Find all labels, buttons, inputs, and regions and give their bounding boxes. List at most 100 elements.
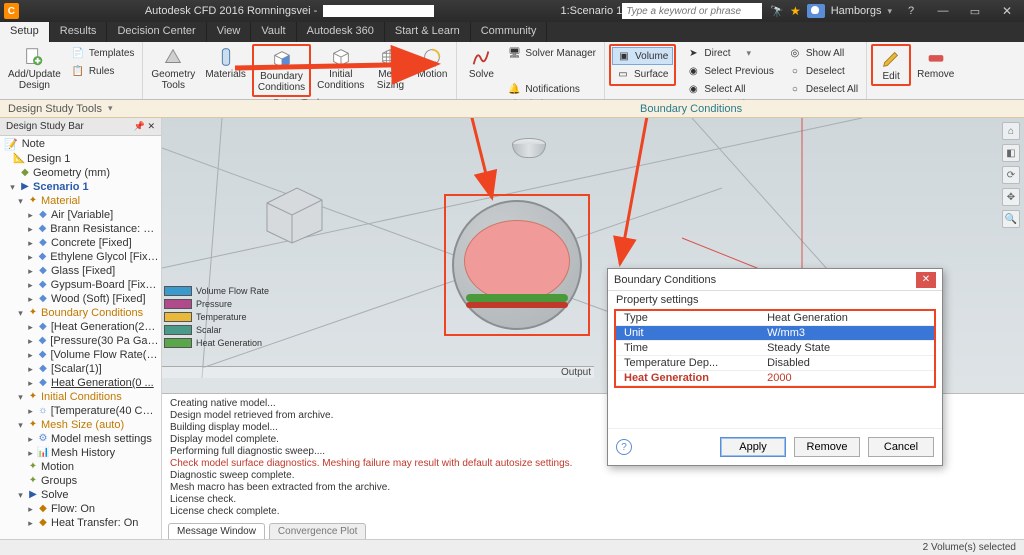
scene-selected-volume[interactable] xyxy=(452,200,582,330)
tree-row[interactable]: ▸◆[Scalar(1)] xyxy=(2,362,159,376)
dialog-row[interactable]: UnitW/mm3 xyxy=(616,326,934,341)
select-all-button[interactable]: ◉Select All xyxy=(682,80,777,98)
design-study-tools-dropdown[interactable]: Design Study Tools xyxy=(8,103,113,115)
tree-row[interactable]: ▸◆[Volume Flow Rate(1... xyxy=(2,348,159,362)
search-input[interactable] xyxy=(622,3,762,19)
tree-row[interactable]: ▸◆Brann Resistance: Di... xyxy=(2,222,159,236)
view-zoom-icon[interactable]: 🔍 xyxy=(1002,210,1020,228)
dialog-remove-button[interactable]: Remove xyxy=(794,437,860,457)
note-row[interactable]: 📝Note xyxy=(0,136,161,152)
tree-row[interactable]: ▸◆Gypsum-Board [Fixed] xyxy=(2,278,159,292)
tree-row[interactable]: ▸◆Ethylene Glycol [Fixe... xyxy=(2,250,159,264)
tree-row[interactable]: ▸◆[Heat Generation(20... xyxy=(2,320,159,334)
materials-button[interactable]: Materials xyxy=(201,44,250,82)
username-label[interactable]: Hamborgs xyxy=(831,5,882,17)
mesh-sizing-button[interactable]: Mesh Sizing xyxy=(370,44,410,93)
edit-button[interactable]: Edit xyxy=(871,44,911,86)
solve-label: Solve xyxy=(469,69,494,80)
menu-tab-start-learn[interactable]: Start & Learn xyxy=(385,22,471,42)
dropdown-icon[interactable]: ▾ xyxy=(887,6,892,17)
panel-pin-icon[interactable]: 📌 ✕ xyxy=(134,121,155,132)
tab-convergence-plot[interactable]: Convergence Plot xyxy=(269,523,367,539)
close-button[interactable]: ✕ xyxy=(994,2,1020,20)
panel-header: Design Study Bar 📌 ✕ xyxy=(0,118,161,136)
tree-row[interactable]: ◆Geometry (mm) xyxy=(2,166,159,180)
tree-row[interactable]: ▾✦Material xyxy=(2,194,159,208)
select-previous-button[interactable]: ◉Select Previous xyxy=(682,62,777,80)
viewport-3d[interactable]: 328.25 Volume Flow RatePressureTemperatu… xyxy=(162,118,1024,539)
geometry-tools-button[interactable]: Geometry Tools xyxy=(147,44,199,93)
menu-tab-vault[interactable]: Vault xyxy=(251,22,296,42)
tree-row[interactable]: ▸◆Concrete [Fixed] xyxy=(2,236,159,250)
boundary-conditions-dialog: Boundary Conditions ✕ Property settings … xyxy=(607,268,943,466)
view-orbit-icon[interactable]: ⟳ xyxy=(1002,166,1020,184)
show-all-button[interactable]: ◎Show All xyxy=(784,44,862,62)
title-bar: C Autodesk CFD 2016 Romningsvei - 1:Scen… xyxy=(0,0,1024,22)
templates-button[interactable]: 📄Templates xyxy=(67,44,139,62)
motion-button[interactable]: Motion xyxy=(412,44,452,82)
notifications-button[interactable]: 🔔Notifications xyxy=(503,80,600,98)
dialog-property-table[interactable]: TypeHeat GenerationUnitW/mm3TimeSteady S… xyxy=(616,311,934,386)
tab-message-window[interactable]: Message Window xyxy=(168,523,265,539)
tree-row[interactable]: ▸◆[Pressure(30 Pa Gag... xyxy=(2,334,159,348)
deselect-all-button[interactable]: ○Deselect All xyxy=(784,80,862,98)
menu-tab-autodesk-[interactable]: Autodesk 360 xyxy=(297,22,385,42)
boundary-conditions-button[interactable]: Boundary Conditions xyxy=(252,44,311,97)
view-pan-icon[interactable]: ✥ xyxy=(1002,188,1020,206)
tree-row[interactable]: ✦Motion xyxy=(2,460,159,474)
design-tree[interactable]: 📐Design 1◆Geometry (mm)▾▶Scenario 1▾✦Mat… xyxy=(0,152,161,539)
dialog-help-button[interactable]: ? xyxy=(616,439,632,455)
solve-button[interactable]: Solve xyxy=(461,44,501,82)
menu-tab-results[interactable]: Results xyxy=(50,22,108,42)
deselect-button[interactable]: ○Deselect xyxy=(784,62,862,80)
user-icon[interactable] xyxy=(807,4,825,18)
tree-row[interactable]: ▾✦Mesh Size (auto) xyxy=(2,418,159,432)
view-home-icon[interactable]: ⌂ xyxy=(1002,122,1020,140)
menu-tab-decision-center[interactable]: Decision Center xyxy=(107,22,206,42)
tree-row[interactable]: ▾▶Solve xyxy=(2,488,159,502)
tree-row[interactable]: ✦Groups xyxy=(2,474,159,488)
remove-button[interactable]: Remove xyxy=(913,44,958,82)
tree-row[interactable]: ▸☼[Temperature(40 Cel... xyxy=(2,404,159,418)
deselect-label: Deselect xyxy=(806,66,845,77)
help-icon[interactable]: ? xyxy=(898,2,924,20)
window-title-right: 1:Scenario 1 xyxy=(560,5,622,17)
minimize-button[interactable]: — xyxy=(930,2,956,20)
menu-tab-view[interactable]: View xyxy=(207,22,252,42)
dialog-row[interactable]: Temperature Dep...Disabled xyxy=(616,356,934,371)
dialog-apply-button[interactable]: Apply xyxy=(720,437,786,457)
tree-row[interactable]: ▸📊Mesh History xyxy=(2,446,159,460)
tree-row[interactable]: 📐Design 1 xyxy=(2,152,159,166)
selection-volume-button[interactable]: ▣Volume xyxy=(612,47,673,65)
tree-row[interactable]: ▸◆Air [Variable] xyxy=(2,208,159,222)
rules-button[interactable]: 📋Rules xyxy=(67,62,139,80)
dialog-close-button[interactable]: ✕ xyxy=(916,272,936,288)
tree-row[interactable]: ▾▶Scenario 1 xyxy=(2,180,159,194)
tree-row[interactable]: ▸◆Glass [Fixed] xyxy=(2,264,159,278)
star-icon[interactable]: ★ xyxy=(790,4,801,18)
menu-tab-community[interactable]: Community xyxy=(471,22,548,42)
tree-row[interactable]: ▸◆Wood (Soft) [Fixed] xyxy=(2,292,159,306)
solver-manager-button[interactable]: 🖥Solver Manager xyxy=(503,44,600,62)
tree-row[interactable]: ▸◆Flow: On xyxy=(2,502,159,516)
view-cube-icon[interactable]: ◧ xyxy=(1002,144,1020,162)
initial-conditions-button[interactable]: Initial Conditions xyxy=(313,44,368,93)
maximize-button[interactable]: ▭ xyxy=(962,2,988,20)
tree-row[interactable]: ▸⚙Model mesh settings xyxy=(2,432,159,446)
dialog-titlebar[interactable]: Boundary Conditions ✕ xyxy=(608,269,942,291)
ribbon-group-selection: ▣Volume ▭Surface ➤Direct▾ ◉Select Previo… xyxy=(605,42,867,99)
binoculars-icon[interactable]: 🔭 xyxy=(770,5,784,18)
add-update-design-button[interactable]: Add/Update Design xyxy=(4,44,65,93)
tree-row[interactable]: ▾✦Boundary Conditions xyxy=(2,306,159,320)
dialog-row[interactable]: TimeSteady State xyxy=(616,341,934,356)
dialog-row[interactable]: TypeHeat Generation xyxy=(616,311,934,326)
tree-row[interactable]: ▸◆Heat Transfer: On xyxy=(2,516,159,530)
tree-row[interactable]: ▸◆Heat Generation(0 ... xyxy=(2,376,159,390)
dialog-cancel-button[interactable]: Cancel xyxy=(868,437,934,457)
selection-direct-dropdown[interactable]: ➤Direct▾ xyxy=(682,44,777,62)
tree-row[interactable]: ▾✦Initial Conditions xyxy=(2,390,159,404)
selection-surface-button[interactable]: ▭Surface xyxy=(612,65,673,83)
dialog-row[interactable]: Heat Generation2000 xyxy=(616,371,934,386)
menu-tab-setup[interactable]: Setup xyxy=(0,22,50,42)
remove-label: Remove xyxy=(917,69,954,80)
